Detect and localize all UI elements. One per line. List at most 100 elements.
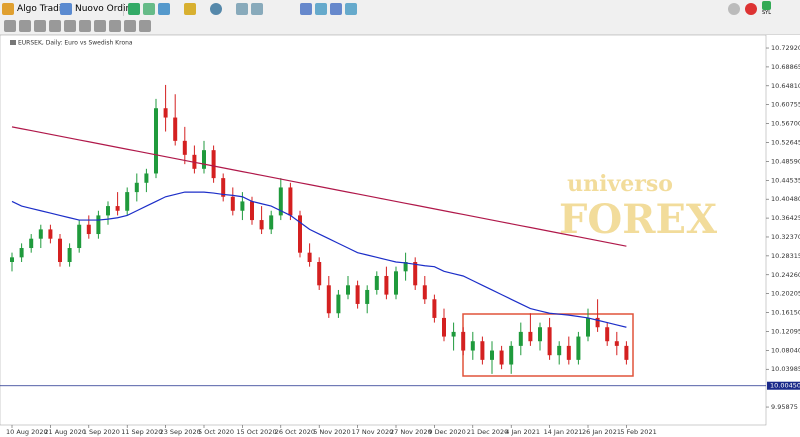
watermark-bottom: FOREX bbox=[559, 196, 717, 243]
y-tick-label: 10.56700 bbox=[771, 120, 800, 128]
candle-body bbox=[595, 317, 600, 328]
candle-body bbox=[490, 350, 494, 360]
y-tick-label: 9.95875 bbox=[771, 403, 798, 411]
candle-body bbox=[269, 215, 274, 230]
tool-zoom[interactable] bbox=[236, 3, 263, 15]
candle-body bbox=[509, 345, 514, 365]
y-tick-label: 10.20205 bbox=[771, 290, 800, 298]
candle-body bbox=[432, 299, 437, 318]
candle-body bbox=[48, 229, 53, 239]
y-tick-label: 10.36425 bbox=[771, 214, 800, 222]
candle-body bbox=[154, 108, 158, 174]
tool-layout[interactable] bbox=[300, 3, 357, 15]
x-tick-label: 5 Oct 2020 bbox=[198, 428, 234, 436]
y-tick-label: 10.16150 bbox=[771, 309, 800, 317]
candle-body bbox=[230, 196, 235, 211]
candle-body bbox=[403, 262, 408, 272]
y-tick-label: 10.44535 bbox=[771, 176, 800, 184]
candle-body bbox=[355, 285, 360, 304]
candle-body bbox=[163, 108, 168, 118]
algo-trading-button[interactable]: Algo Trading bbox=[2, 3, 73, 15]
candle-body bbox=[96, 215, 101, 235]
current-price-label: 10.00450 bbox=[770, 382, 800, 390]
signal-button[interactable]: SYL bbox=[762, 1, 771, 16]
x-tick-label: 1 Sep 2020 bbox=[83, 428, 120, 436]
watermark-top: universo bbox=[567, 171, 673, 197]
candle-body bbox=[566, 345, 571, 360]
chart: EURSEK, Daily: Euro vs Swedish Krona uni… bbox=[0, 35, 800, 436]
candle-body bbox=[624, 345, 629, 360]
candle-body bbox=[317, 262, 322, 286]
new-order-button[interactable]: Nuovo Ordine bbox=[60, 3, 137, 15]
candle-body bbox=[394, 271, 398, 295]
candle-body bbox=[365, 289, 370, 304]
candle-body bbox=[38, 229, 43, 239]
candle-body bbox=[211, 150, 216, 179]
candle-body bbox=[298, 215, 302, 253]
y-tick-label: 10.68865 bbox=[771, 63, 800, 71]
candle-body bbox=[125, 192, 130, 211]
candle-body bbox=[326, 285, 331, 314]
x-tick-label: 4 Jan 2021 bbox=[505, 428, 540, 436]
candle-body bbox=[518, 331, 523, 346]
y-tick-label: 10.28315 bbox=[771, 252, 800, 260]
search-button[interactable] bbox=[728, 3, 740, 15]
candle-body bbox=[336, 294, 341, 314]
candle-body bbox=[115, 206, 120, 211]
x-tick-label: 9 Dec 2020 bbox=[428, 428, 465, 436]
candle-body bbox=[106, 206, 110, 216]
y-tick-label: 10.24260 bbox=[771, 271, 800, 279]
candle-body bbox=[67, 248, 72, 263]
candle-body bbox=[557, 345, 562, 356]
candle-body bbox=[58, 238, 62, 263]
tool-bars[interactable] bbox=[128, 3, 170, 15]
moving-average bbox=[11, 126, 627, 247]
plot-frame bbox=[0, 35, 767, 426]
candle-body bbox=[470, 341, 475, 351]
candle-body bbox=[259, 220, 264, 230]
drawing-toolbar bbox=[0, 18, 800, 35]
x-tick-label: 5 Feb 2021 bbox=[620, 428, 656, 436]
main-toolbar: Algo Trading Nuovo Ordine SYL bbox=[0, 0, 800, 19]
chart-title: EURSEK, Daily: Euro vs Swedish Krona bbox=[18, 40, 133, 47]
separator bbox=[123, 3, 124, 16]
x-tick-label: 11 Sep 2020 bbox=[121, 428, 162, 436]
candle-body bbox=[384, 275, 389, 295]
candle-body bbox=[240, 201, 245, 211]
y-tick-label: 10.08040 bbox=[771, 346, 800, 354]
tool-auto[interactable] bbox=[184, 3, 196, 15]
candle-body bbox=[586, 317, 590, 337]
candle-body bbox=[413, 262, 418, 286]
candle-body bbox=[19, 248, 24, 258]
tool-period[interactable] bbox=[210, 3, 222, 15]
x-tick-label: 23 Sep 2020 bbox=[160, 428, 201, 436]
candle-body bbox=[605, 327, 610, 342]
y-tick-label: 10.64810 bbox=[771, 82, 800, 90]
x-tick-label: 21 Aug 2020 bbox=[44, 428, 86, 436]
x-tick-label: 27 Nov 2020 bbox=[390, 428, 432, 436]
current-price-box bbox=[767, 381, 800, 390]
candle-body bbox=[182, 140, 187, 155]
candle-body bbox=[442, 317, 446, 337]
candle-body bbox=[221, 178, 226, 197]
candle-body bbox=[173, 117, 178, 141]
candle-body bbox=[614, 341, 619, 346]
x-tick-label: 15 Oct 2020 bbox=[236, 428, 276, 436]
candle-body bbox=[499, 350, 504, 365]
y-tick-label: 10.12095 bbox=[771, 327, 800, 335]
x-tick-label: 26 Jan 2021 bbox=[582, 428, 621, 436]
x-tick-label: 17 Nov 2020 bbox=[352, 428, 394, 436]
candle-body bbox=[77, 224, 82, 249]
candle-body bbox=[86, 224, 91, 235]
y-tick-label: 10.60755 bbox=[771, 101, 800, 109]
alerts-button[interactable] bbox=[745, 3, 757, 15]
candle-body bbox=[134, 182, 139, 193]
drawing-tools[interactable] bbox=[4, 20, 151, 32]
moving-average bbox=[11, 191, 627, 328]
algo-label: Algo Trading bbox=[17, 4, 73, 14]
x-tick-label: 21 Dec 2020 bbox=[467, 428, 509, 436]
y-tick-label: 10.52645 bbox=[771, 138, 800, 146]
candle-body bbox=[528, 331, 533, 342]
candle-body bbox=[451, 331, 456, 337]
